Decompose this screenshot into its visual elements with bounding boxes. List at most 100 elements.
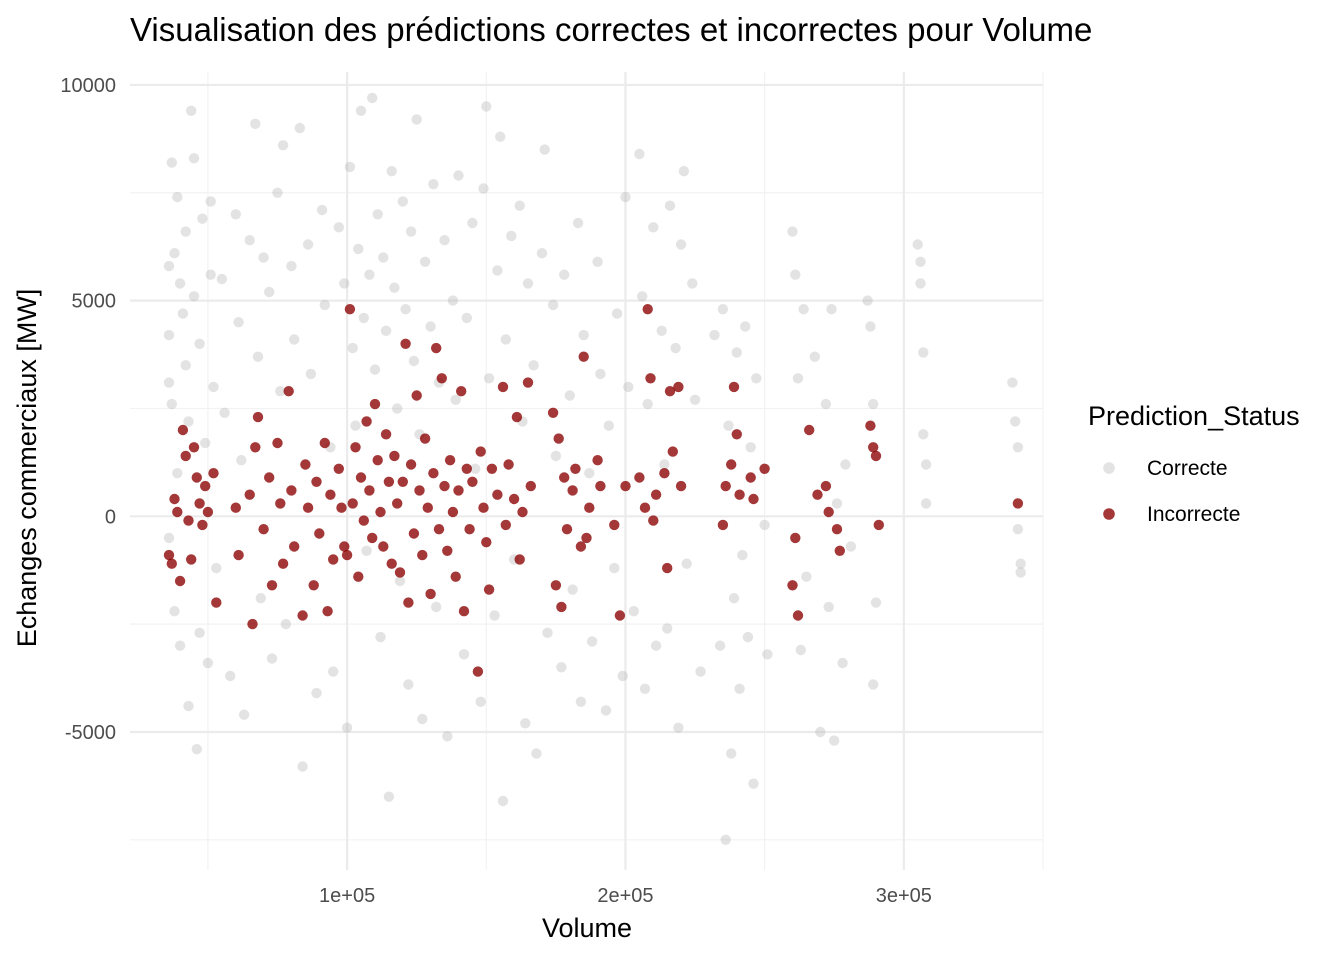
- point-correcte: [572, 217, 584, 229]
- grid: [130, 72, 1044, 870]
- point-correcte: [277, 140, 289, 151]
- point-correcte: [280, 618, 292, 630]
- point-correcte: [659, 459, 670, 470]
- point-correcte: [687, 278, 698, 289]
- point-incorrecte: [400, 338, 411, 349]
- point-incorrecte: [453, 485, 464, 496]
- point-correcte: [344, 161, 356, 173]
- point-correcte: [695, 666, 706, 677]
- point-correcte: [592, 256, 603, 267]
- point-correcte: [266, 653, 278, 664]
- point-correcte: [328, 666, 339, 677]
- point-correcte: [648, 222, 659, 233]
- point-incorrecte: [675, 480, 687, 492]
- point-incorrecte: [726, 459, 737, 470]
- point-incorrecte: [525, 480, 536, 492]
- point-incorrecte: [211, 597, 222, 608]
- point-incorrecte: [812, 489, 823, 500]
- point-correcte: [188, 153, 200, 164]
- point-incorrecte: [386, 558, 397, 569]
- point-incorrecte: [868, 442, 879, 453]
- point-correcte: [238, 709, 250, 720]
- point-correcte: [163, 260, 175, 272]
- point-correcte: [609, 562, 620, 574]
- point-correcte: [759, 519, 770, 531]
- point-correcte: [183, 700, 194, 712]
- point-correcte: [584, 468, 595, 479]
- legend-key: [1103, 462, 1115, 474]
- point-incorrecte: [297, 610, 308, 621]
- point-correcte: [258, 252, 269, 263]
- point-correcte: [481, 101, 492, 112]
- point-incorrecte: [405, 459, 417, 470]
- point-incorrecte: [233, 549, 244, 561]
- point-incorrecte: [503, 459, 514, 470]
- point-correcte: [745, 442, 756, 453]
- point-correcte: [539, 144, 550, 155]
- point-correcte: [723, 420, 734, 431]
- legend-label: Correcte: [1147, 457, 1228, 480]
- y-tick-label: 10000: [60, 75, 116, 97]
- point-correcte: [194, 338, 205, 349]
- point-incorrecte: [834, 545, 845, 556]
- point-incorrecte: [517, 506, 528, 518]
- x-axis-ticks: 1e+05 2e+05 3e+05: [319, 885, 932, 907]
- point-correcte: [689, 394, 701, 405]
- point-incorrecte: [745, 472, 756, 483]
- point-correcte: [639, 683, 651, 694]
- point-correcte: [286, 260, 297, 272]
- point-correcte: [425, 321, 436, 332]
- point-incorrecte: [759, 463, 770, 474]
- point-correcte: [798, 304, 809, 315]
- point-incorrecte: [258, 524, 269, 535]
- point-incorrecte: [333, 463, 344, 474]
- chart-title: Visualisation des prédictions correctes …: [130, 11, 1092, 48]
- point-incorrecte: [425, 588, 436, 600]
- point-correcte: [748, 778, 759, 789]
- point-correcte: [400, 304, 411, 315]
- point-correcte: [709, 329, 720, 341]
- point-correcte: [186, 105, 197, 117]
- point-incorrecte: [450, 571, 461, 582]
- point-correcte: [319, 299, 330, 311]
- point-incorrecte: [169, 493, 180, 505]
- point-correcte: [405, 226, 417, 237]
- point-incorrecte: [820, 480, 832, 492]
- point-correcte: [470, 463, 481, 474]
- point-incorrecte: [358, 515, 369, 526]
- point-correcte: [575, 696, 587, 707]
- point-incorrecte: [325, 489, 336, 500]
- point-correcte: [372, 209, 383, 220]
- point-correcte: [717, 304, 729, 315]
- point-correcte: [202, 657, 214, 669]
- point-incorrecte: [642, 304, 653, 315]
- point-correcte: [734, 683, 745, 694]
- point-correcte: [497, 795, 509, 807]
- point-correcte: [431, 601, 442, 613]
- point-incorrecte: [614, 610, 626, 621]
- point-incorrecte: [311, 476, 322, 487]
- point-incorrecte: [394, 567, 406, 578]
- point-correcte: [211, 562, 222, 574]
- point-incorrecte: [500, 519, 511, 531]
- point-incorrecte: [870, 450, 882, 462]
- point-correcte: [297, 761, 308, 772]
- point-incorrecte: [180, 450, 191, 462]
- point-correcte: [364, 269, 375, 280]
- point-correcte: [341, 722, 353, 733]
- point-correcte: [792, 373, 804, 384]
- point-correcte: [191, 744, 202, 755]
- point-correcte: [302, 239, 314, 250]
- point-incorrecte: [467, 476, 478, 487]
- point-incorrecte: [804, 424, 815, 436]
- point-correcte: [865, 321, 876, 332]
- point-incorrecte: [319, 437, 330, 449]
- point-correcte: [720, 834, 731, 845]
- point-correcte: [520, 718, 531, 729]
- point-incorrecte: [353, 571, 364, 582]
- point-incorrecte: [419, 433, 431, 444]
- point-incorrecte: [264, 472, 275, 483]
- point-incorrecte: [347, 498, 358, 509]
- point-correcte: [450, 394, 461, 405]
- point-correcte: [208, 381, 219, 393]
